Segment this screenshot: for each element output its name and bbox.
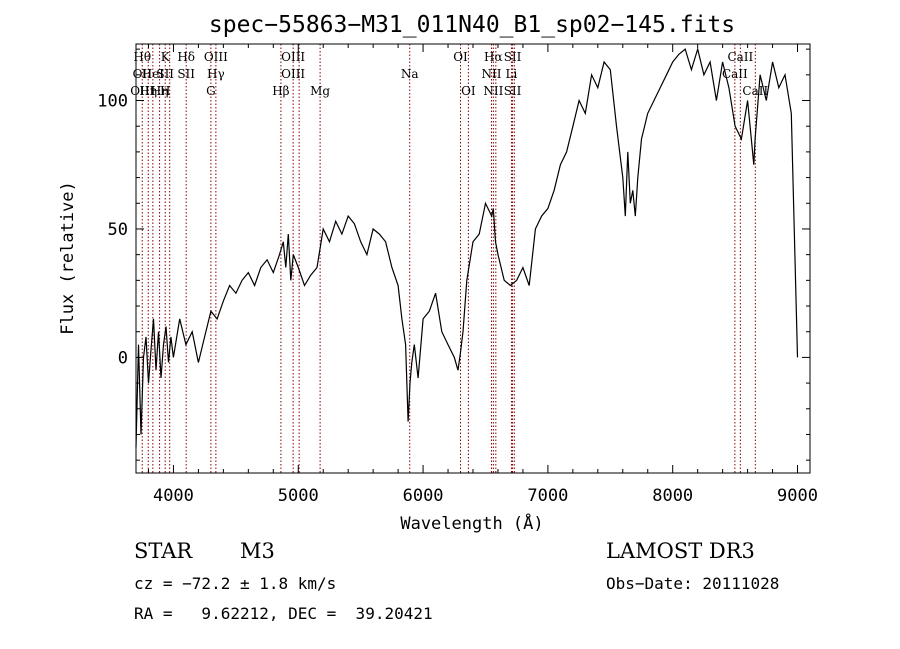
line-marker-label: NII (483, 84, 503, 98)
object-subclass: M3 (240, 539, 275, 563)
line-marker-label: CaII (727, 50, 753, 64)
redshift-velocity: cz = −72.2 ± 1.8 km/s (134, 574, 337, 593)
emission-line-labels: HθOIIOIIIHηHeIHηKSIIHHδSIIGOIIIHγHβOIIIO… (130, 50, 768, 98)
line-marker-label: CaII (742, 84, 768, 98)
line-marker-label: OIII (204, 50, 228, 64)
chart-title: spec−55863−M31_011N40_B1_sp02−145.fits (209, 12, 735, 38)
line-marker-label: OI (453, 50, 468, 64)
line-marker-label: H (160, 84, 170, 98)
x-axis-ticks: 4000 5000 6000 7000 8000 9000 (147, 44, 818, 506)
line-marker-label: Hα (484, 50, 503, 64)
line-marker-label: K (161, 50, 171, 64)
x-tick-label: 8000 (652, 486, 693, 506)
x-tick-label: 7000 (527, 486, 568, 506)
x-tick-label: 5000 (278, 486, 319, 506)
line-marker-label: Hη (151, 84, 169, 98)
line-marker-label: Hη (139, 84, 157, 98)
line-marker-label: Hγ (207, 67, 225, 81)
line-marker-label: Na (401, 67, 419, 81)
x-tick-label: 4000 (153, 486, 194, 506)
x-tick-label: 6000 (403, 486, 444, 506)
line-marker-label: OIII (281, 50, 305, 64)
spectrum-line (135, 46, 799, 448)
observation-date: Obs−Date: 20111028 (606, 574, 780, 593)
y-tick-label: 100 (97, 92, 128, 112)
line-marker-label: OII (133, 67, 153, 81)
y-tick-label: 50 (108, 220, 128, 240)
line-marker-label: SII (177, 67, 195, 81)
object-class: STAR (134, 539, 193, 563)
line-marker-label: OIII (281, 67, 305, 81)
line-marker-label: Hδ (177, 50, 195, 64)
x-axis-label: Wavelength (Å) (400, 512, 543, 534)
survey-name: LAMOST DR3 (606, 539, 755, 563)
line-marker-label: Hθ (133, 50, 151, 64)
line-marker-label: SII (504, 84, 522, 98)
line-marker-label: Li (506, 67, 518, 81)
line-marker-label: Hβ (272, 84, 289, 98)
line-marker-label: CaII (722, 67, 748, 81)
y-tick-label: 0 (118, 348, 128, 368)
line-marker-label: Mg (310, 84, 330, 98)
line-marker-label: SII (156, 67, 174, 81)
y-axis-ticks: 0 50 100 (97, 48, 810, 461)
sky-coordinates: RA = 9.62212, DEC = 39.20421 (134, 604, 433, 623)
y-axis-label: Flux (relative) (58, 181, 78, 335)
x-tick-label: 9000 (777, 486, 818, 506)
line-marker-label: NII (481, 67, 501, 81)
plot-frame (135, 43, 811, 474)
emission-line-markers (141, 44, 756, 473)
line-marker-label: SII (504, 50, 522, 64)
line-marker-label: OI (461, 84, 476, 98)
line-marker-label: G (206, 84, 216, 98)
line-marker-label: HeI (142, 67, 165, 81)
